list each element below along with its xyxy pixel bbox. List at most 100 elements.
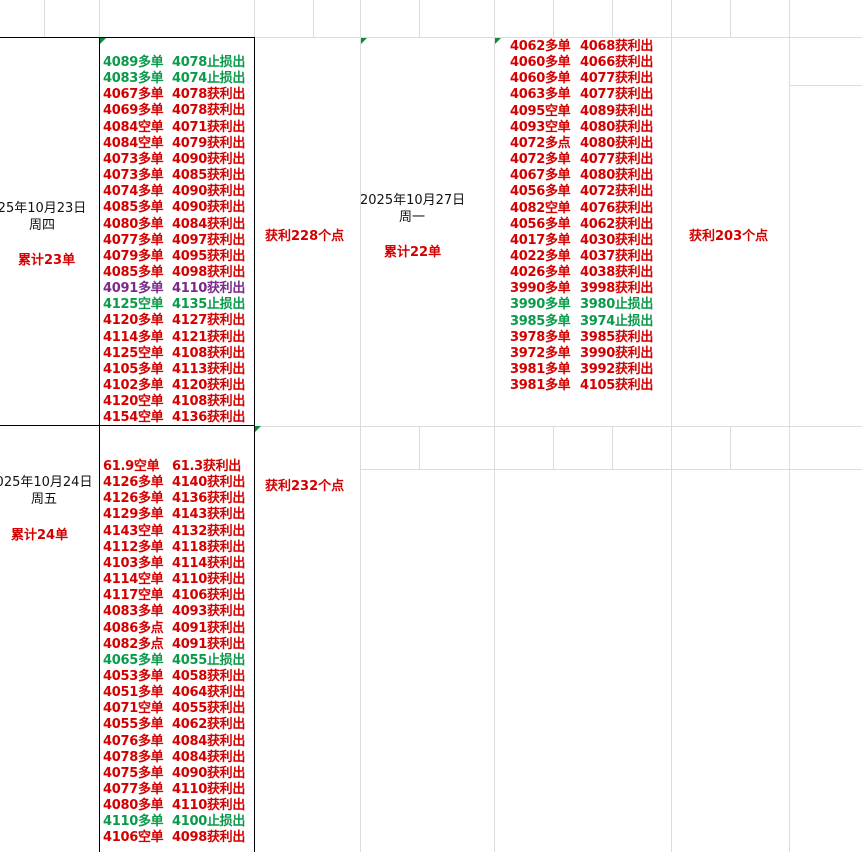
trade-exit-price: 4068获利出 (580, 39, 654, 54)
trade-entry-price: 3985多单 (510, 313, 571, 329)
trade-entry-price: 4072多单 (510, 152, 571, 168)
cell-border (254, 37, 255, 852)
trade-entry-price: 4055多单 (103, 717, 164, 733)
trade-exit-price: 4066获利出 (580, 55, 654, 71)
trade-entry-price: 4126多单 (103, 491, 164, 507)
cell-border (0, 37, 255, 38)
trade-exit-price: 4136获利出 (172, 491, 246, 507)
date-cell[interactable]: 25年10月23日 周四 (0, 200, 88, 234)
trade-entry-price: 4114空单 (103, 572, 164, 588)
date-cell[interactable]: 025年10月24日 周五 (0, 474, 96, 508)
weekday-label: 周五 (30, 492, 57, 507)
trade-entry-price: 4125空单 (103, 345, 164, 361)
trade-exit-price: 4093获利出 (172, 604, 246, 620)
grid-line (0, 37, 862, 38)
trade-exit-price: 4110获利出 (172, 572, 246, 588)
date-cell[interactable]: 2025年10月27日 周一 (360, 192, 465, 226)
weekday-label: 周一 (398, 210, 425, 225)
grid-line (254, 426, 862, 427)
trade-entry-price: 4062多单 (510, 39, 571, 54)
trade-entry-price: 4079多单 (103, 248, 164, 264)
trade-exit-price: 3980止损出 (580, 297, 654, 313)
trade-entry-price: 4120多单 (103, 313, 164, 329)
trade-exit-price: 4110获利出 (172, 281, 246, 297)
trade-exit-price: 4091获利出 (172, 636, 246, 652)
grid-line (313, 0, 314, 37)
trade-exit-price: 4091获利出 (172, 620, 246, 636)
trade-exit-price: 4090获利出 (172, 151, 246, 167)
profit-points-label: 获利232个点 (265, 479, 345, 494)
trade-entry-price: 4022多单 (510, 248, 571, 264)
trade-entry-price: 4051多单 (103, 685, 164, 701)
trade-exit-price: 4095获利出 (172, 248, 246, 264)
trade-exit-price: 3998获利出 (580, 281, 654, 297)
trade-exit-price: 4055获利出 (172, 701, 246, 717)
trade-exit-price: 4078止损出 (172, 55, 246, 70)
grid-line (730, 0, 731, 37)
trade-exit-price: 4084获利出 (172, 733, 246, 749)
trade-exit-price: 4072获利出 (580, 184, 654, 200)
trade-exit-price: 4064获利出 (172, 685, 246, 701)
trade-entry-price: 4114多单 (103, 329, 164, 345)
trade-exit-price: 4090获利出 (172, 765, 246, 781)
grid-line (99, 0, 100, 37)
trade-entry-price: 4083多单 (103, 71, 164, 87)
trade-entry-price: 4080多单 (103, 216, 164, 232)
trade-entry-price: 4143空单 (103, 523, 164, 539)
trade-exit-price: 61.3获利出 (172, 459, 241, 474)
trade-entry-price: 4076多单 (103, 733, 164, 749)
trade-exit-price: 4090获利出 (172, 184, 246, 200)
trade-exit-price: 3990获利出 (580, 345, 654, 361)
total-orders-label: 累计24单 (11, 528, 69, 543)
trade-entry-price: 4056多单 (510, 184, 571, 200)
trade-exit-price: 4108获利出 (172, 345, 246, 361)
trade-exit-price: 4110获利出 (172, 798, 246, 814)
trade-exit-price: 4074止损出 (172, 71, 246, 87)
trade-exit-price: 4062获利出 (172, 717, 246, 733)
trade-exit-price: 4062获利出 (580, 216, 654, 232)
trade-entry-price: 4080多单 (103, 798, 164, 814)
trade-exit-price: 4080获利出 (580, 119, 654, 135)
trade-entry-price: 4060多单 (510, 55, 571, 71)
comment-indicator-icon (495, 38, 501, 44)
grid-line (789, 85, 862, 86)
trade-entry-price: 4063多单 (510, 87, 571, 103)
trade-exit-price: 4120获利出 (172, 378, 246, 393)
trade-exit-price: 4080获利出 (580, 168, 654, 184)
trade-entry-price: 4067多单 (510, 168, 571, 184)
trade-entry-price: 4085多单 (103, 264, 164, 280)
trade-exit-price: 4127获利出 (172, 313, 246, 329)
trade-exit-price: 4121获利出 (172, 329, 246, 345)
trade-entry-price: 4117空单 (103, 588, 164, 604)
trade-exit-price: 3974止损出 (580, 313, 654, 329)
trade-entry-price: 4085多单 (103, 200, 164, 216)
trade-entry-price: 4095空单 (510, 103, 571, 119)
grid-line (419, 0, 420, 37)
trade-exit-price: 4143获利出 (172, 507, 246, 523)
trade-exit-price: 4114获利出 (172, 555, 246, 571)
total-orders-label: 累计23单 (18, 253, 76, 268)
comment-indicator-icon (255, 426, 261, 432)
trade-entry-price: 4106空单 (103, 830, 164, 846)
trade-exit-price: 4110获利出 (172, 782, 246, 797)
trade-exit-price: 4100止损出 (172, 814, 246, 830)
trade-exit-price: 4077获利出 (580, 71, 654, 87)
trade-entry-price: 4017多单 (510, 232, 571, 248)
trade-entry-price: 4091多单 (103, 281, 164, 297)
trade-exit-price: 4058获利出 (172, 668, 246, 684)
trade-entry-price: 4154空单 (103, 410, 164, 426)
trade-exit-price: 4108获利出 (172, 394, 246, 410)
trade-exit-price: 4118获利出 (172, 539, 246, 555)
trade-entry-price: 4103多单 (103, 555, 164, 571)
grid-line (730, 426, 731, 469)
trade-exit-price: 4090获利出 (172, 200, 246, 216)
trade-entry-price: 4077多单 (103, 232, 164, 248)
trade-entry-price: 4074多单 (103, 184, 164, 200)
trade-entry-price: 4082空单 (510, 200, 571, 216)
trade-entry-price: 3990多单 (510, 281, 571, 297)
trade-exit-price: 4080获利出 (580, 135, 654, 151)
grid-line (44, 0, 45, 37)
trade-entry-price: 4086多点 (103, 620, 164, 636)
trade-exit-price: 4097获利出 (172, 232, 246, 248)
